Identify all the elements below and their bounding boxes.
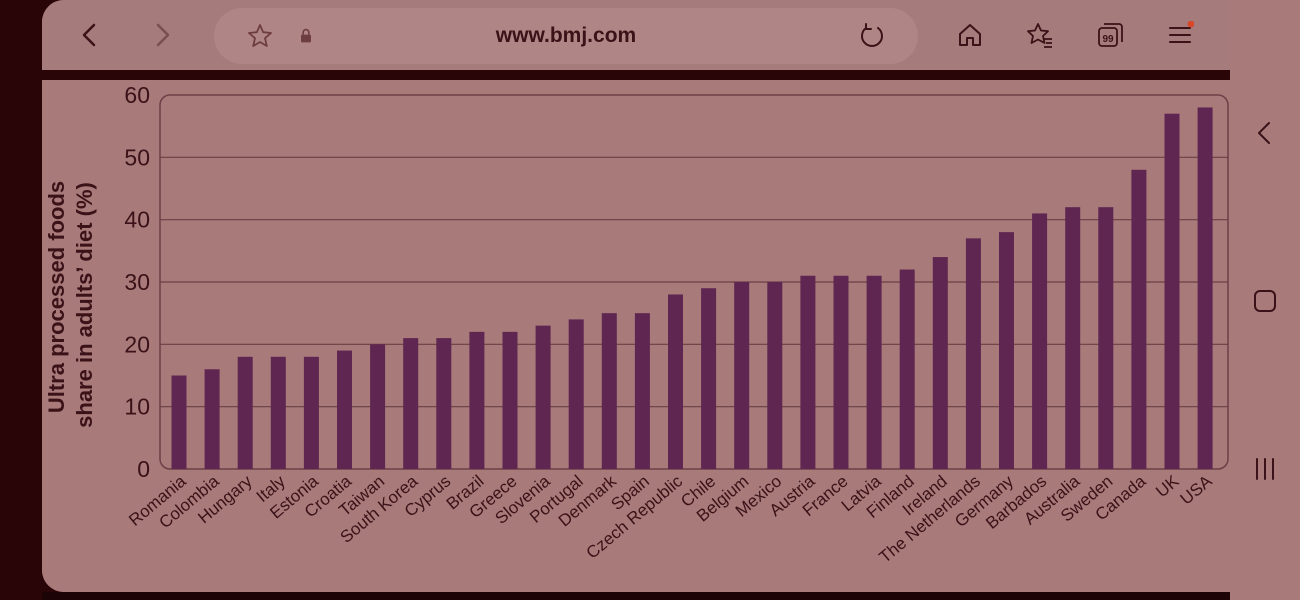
menu-notification-badge bbox=[1187, 21, 1194, 28]
bar bbox=[535, 325, 551, 469]
chart-x-ticks: RomaniaColombiaHungaryItalyEstoniaCroati… bbox=[125, 471, 1216, 567]
address-bar[interactable]: www.bmj.com bbox=[214, 8, 918, 64]
bar bbox=[965, 238, 981, 469]
chart-bars bbox=[171, 107, 1213, 470]
back-chevron-icon[interactable] bbox=[1247, 115, 1283, 151]
bar bbox=[1164, 113, 1180, 469]
bar bbox=[1032, 213, 1048, 469]
bar bbox=[866, 275, 882, 469]
bar bbox=[668, 294, 683, 469]
bar bbox=[171, 375, 187, 469]
bookmarks-list-icon[interactable] bbox=[1022, 17, 1058, 53]
bar bbox=[337, 350, 352, 469]
y-tick-label: 30 bbox=[124, 269, 150, 295]
y-tick-label: 50 bbox=[124, 144, 150, 170]
y-tick-label: 0 bbox=[137, 456, 150, 482]
reload-icon[interactable] bbox=[854, 18, 890, 54]
home-square-icon[interactable] bbox=[1247, 283, 1283, 319]
y-axis-label-line-2: share in adults’ diet (%) bbox=[72, 182, 97, 428]
bar bbox=[1098, 207, 1114, 469]
bar bbox=[403, 338, 419, 469]
x-tick-label: USA bbox=[1177, 471, 1216, 508]
bar bbox=[1065, 207, 1081, 469]
bar bbox=[370, 344, 386, 469]
y-tick-label: 60 bbox=[124, 82, 150, 108]
bar bbox=[1131, 169, 1147, 470]
browser-toolbar: www.bmj.com 99 bbox=[42, 0, 1230, 70]
bar bbox=[601, 313, 617, 469]
y-axis-label-line-1: Ultra processed foods bbox=[44, 181, 69, 413]
bar bbox=[932, 257, 948, 469]
recent-apps-icon[interactable] bbox=[1247, 451, 1283, 487]
bar bbox=[999, 232, 1014, 469]
chart-y-ticks: 0 10 20 30 40 50 60 bbox=[124, 82, 150, 482]
bar bbox=[701, 288, 717, 469]
bar bbox=[270, 356, 286, 469]
y-tick-label: 40 bbox=[124, 207, 150, 233]
bottom-divider bbox=[42, 592, 1230, 600]
y-tick-label: 10 bbox=[124, 394, 150, 420]
back-icon[interactable] bbox=[72, 17, 108, 53]
lock-icon bbox=[288, 18, 324, 54]
system-nav-bar bbox=[1230, 0, 1300, 600]
bar bbox=[833, 275, 849, 469]
ultra-processed-foods-chart: 0 10 20 30 40 50 60 RomaniaColombiaHungaryItal… bbox=[44, 82, 1229, 567]
chart-grid bbox=[159, 94, 1229, 470]
bar bbox=[502, 331, 518, 469]
bar bbox=[568, 319, 584, 469]
bar bbox=[634, 313, 650, 469]
bar bbox=[734, 282, 750, 469]
toolbar-divider bbox=[42, 70, 1230, 80]
browser-window: www.bmj.com 99 0 10 20 30 40 50 60 Romania Colo… bbox=[42, 0, 1230, 592]
bar bbox=[767, 282, 783, 469]
bar bbox=[303, 356, 319, 469]
bookmark-star-icon[interactable] bbox=[242, 18, 278, 54]
tab-count-text: 99 bbox=[1102, 34, 1114, 45]
bar bbox=[204, 369, 220, 469]
bar bbox=[469, 331, 485, 469]
bar bbox=[800, 275, 816, 469]
menu-icon[interactable] bbox=[1162, 17, 1198, 53]
tabs-icon[interactable]: 99 bbox=[1092, 17, 1128, 53]
bar bbox=[1197, 107, 1213, 469]
y-tick-label: 20 bbox=[124, 331, 150, 357]
bar bbox=[899, 269, 915, 469]
bar bbox=[237, 356, 253, 469]
bar bbox=[436, 338, 452, 469]
home-icon[interactable] bbox=[952, 17, 988, 53]
forward-icon[interactable] bbox=[144, 17, 180, 53]
